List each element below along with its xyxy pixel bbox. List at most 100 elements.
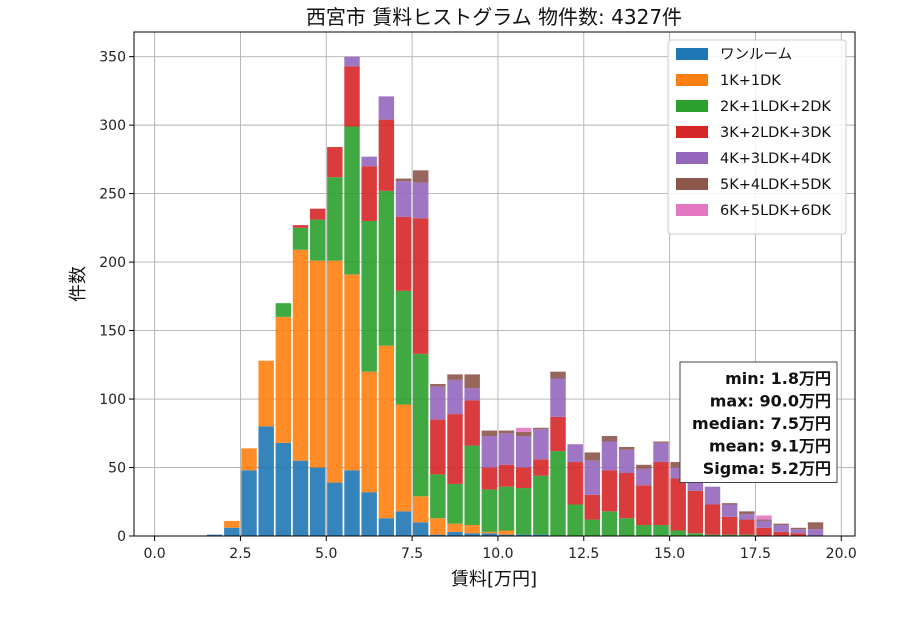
- bar-segment: [533, 475, 549, 535]
- legend-frame: [667, 39, 847, 235]
- x-tick-label: 12.5: [568, 546, 599, 562]
- stats-line: Sigma: 5.2万円: [703, 459, 831, 478]
- stats-line: mean: 9.1万円: [709, 437, 831, 456]
- bar-segment: [430, 518, 446, 535]
- bar-segment: [790, 533, 807, 536]
- bar-segment: [618, 446, 635, 450]
- bar-segment: [412, 170, 429, 183]
- bar-segment: [636, 525, 652, 536]
- stats-annotation: min: 1.8万円 max: 90.0万円 median: 7.5万円 mean: …: [679, 361, 838, 483]
- bar-segment: [292, 249, 309, 461]
- bar-segment: [756, 520, 772, 528]
- bar-segment: [756, 515, 772, 520]
- bar-segment: [464, 388, 480, 401]
- bar-segment: [430, 474, 446, 519]
- bar-segment: [756, 527, 772, 536]
- bar-segment: [515, 427, 532, 432]
- bar-segment: [430, 534, 446, 536]
- bar-segment: [395, 404, 412, 512]
- bar-segment: [395, 511, 412, 536]
- bar-segment: [395, 181, 412, 217]
- legend-entry: 3K+2LDK+3DK: [720, 125, 831, 141]
- bar-segment: [309, 467, 326, 536]
- x-tick-label: 17.5: [740, 546, 771, 562]
- bar-segment: [275, 442, 292, 536]
- bar-segment: [773, 531, 789, 536]
- bar-segment: [344, 274, 360, 471]
- bar-segment: [292, 460, 309, 536]
- y-tick-label: 300: [99, 118, 126, 134]
- bar-segment: [378, 518, 395, 536]
- x-tick-label: 20.0: [826, 546, 857, 562]
- bar-segment: [567, 444, 583, 463]
- bar-segment: [636, 468, 652, 486]
- bar-segment: [275, 303, 292, 317]
- bar-segment: [790, 527, 807, 530]
- bar-segment: [361, 166, 377, 221]
- bar-segment: [636, 485, 652, 526]
- y-tick-label: 100: [99, 392, 126, 408]
- bar-segment: [584, 460, 601, 495]
- legend: ワンルーム 1K+1DK 2K+1LDK+2DK 3K+2LDK+3DK 4K+3LDK…: [667, 39, 847, 235]
- x-tick-label: 5.0: [315, 546, 337, 562]
- bar-segment: [309, 219, 326, 261]
- legend-swatch: [676, 74, 708, 86]
- legend-entry: 2K+1LDK+2DK: [720, 99, 831, 115]
- bar-segment: [464, 525, 480, 534]
- bar-segment: [464, 400, 480, 446]
- bar-segment: [447, 523, 463, 532]
- bar-segment: [498, 534, 515, 536]
- bar-segment: [498, 430, 515, 434]
- bar-segment: [515, 488, 532, 535]
- bar-segment: [807, 522, 824, 530]
- bar-segment: [567, 504, 583, 536]
- legend-entry: ワンルーム: [720, 47, 792, 63]
- bar-segment: [241, 448, 257, 471]
- legend-entry: 4K+3LDK+4DK: [720, 151, 831, 167]
- bar-segment: [344, 66, 360, 127]
- bar-segment: [327, 260, 343, 483]
- bar-segment: [807, 529, 824, 536]
- y-axis-ticks: 0 50 100 150 200 250 300 350: [99, 50, 134, 545]
- bar-segment: [327, 482, 343, 536]
- bar-segment: [601, 436, 618, 442]
- bar-segment: [670, 530, 686, 536]
- bar-segment: [430, 383, 446, 387]
- stats-line: min: 1.8万円: [725, 369, 831, 388]
- bar-segment: [550, 371, 566, 379]
- bar-segment: [412, 496, 429, 523]
- chart-title: 西宮市 賃料ヒストグラム 物件数: 4327件: [306, 5, 682, 29]
- bar-segment: [395, 178, 412, 182]
- bar-segment: [481, 533, 498, 536]
- bar-segment: [601, 511, 618, 536]
- bar-segment: [773, 523, 789, 526]
- y-tick-label: 350: [99, 50, 126, 66]
- x-axis-label: 賃料[万円]: [451, 569, 537, 590]
- bar-segment: [704, 534, 721, 536]
- bar-segment: [481, 436, 498, 468]
- bar-segment: [618, 449, 635, 473]
- x-tick-label: 15.0: [654, 546, 685, 562]
- bar-segment: [533, 459, 549, 476]
- bar-segment: [687, 490, 704, 534]
- plot-frame: [133, 31, 856, 537]
- bar-segment: [241, 470, 257, 536]
- stats-line: max: 90.0万円: [710, 392, 831, 411]
- bar-segment: [653, 462, 669, 526]
- bar-segment: [344, 56, 360, 67]
- bar-segment: [481, 467, 498, 490]
- legend-swatch: [676, 126, 708, 138]
- y-tick-label: 200: [99, 255, 126, 271]
- bar-segment: [481, 430, 498, 437]
- legend-swatch: [676, 204, 708, 216]
- bar-segment: [739, 514, 755, 520]
- bar-segment: [447, 531, 463, 536]
- bar-segment: [464, 374, 480, 389]
- bar-segment: [344, 126, 360, 275]
- bar-segment: [756, 519, 772, 521]
- bar-segment: [412, 182, 429, 219]
- bar-segment: [721, 504, 738, 517]
- bar-segment: [361, 156, 377, 167]
- bar-segment: [601, 441, 618, 471]
